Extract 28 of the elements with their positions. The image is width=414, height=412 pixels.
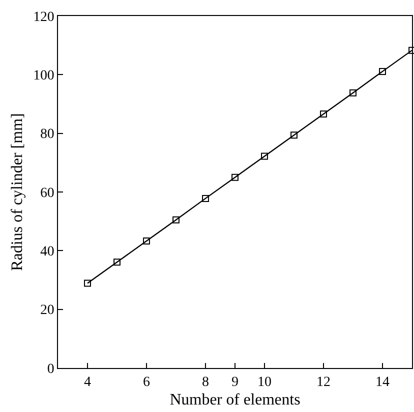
point [290, 132, 298, 139]
y-tick-label: 100 [33, 68, 54, 84]
point [261, 152, 268, 160]
point [172, 216, 180, 224]
y-tick-label: 80 [40, 127, 54, 142]
x-tick-label: 4 [84, 374, 91, 390]
point [114, 258, 120, 266]
x-tick-label: 6 [143, 374, 150, 390]
y-tick-label: 40 [40, 244, 54, 260]
y-axis-title: Radius of cylinder [mm] [9, 113, 26, 271]
x-tick-label: 10 [258, 374, 272, 390]
x-tick-label: 12 [316, 374, 330, 390]
y-tick-label: 120 [33, 10, 54, 25]
y-tick-label: 60 [40, 186, 54, 201]
point [320, 110, 327, 118]
x-tick-label: 8 [202, 374, 209, 390]
point [202, 194, 209, 202]
point [232, 174, 238, 181]
x-axis-title: Number of elements [170, 392, 300, 408]
point [350, 89, 356, 96]
point [143, 237, 150, 244]
y-tick-label: 0 [47, 362, 54, 377]
y-tick-label: 20 [40, 303, 54, 318]
point [408, 46, 414, 54]
point [379, 68, 386, 75]
point [84, 280, 91, 287]
x-tick-label: 9 [232, 374, 238, 390]
x-tick-label: 14 [376, 374, 390, 390]
